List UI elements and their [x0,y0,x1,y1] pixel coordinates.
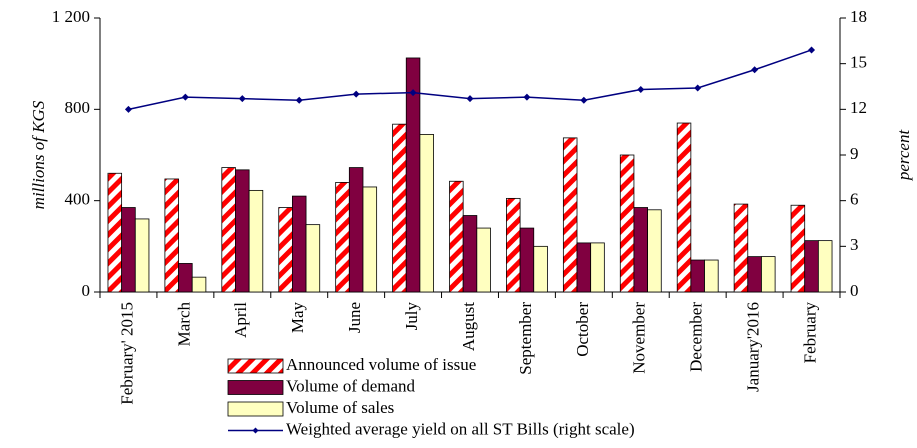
x-tick-label: September [516,302,535,375]
bar [647,209,662,293]
bar [134,218,150,293]
bar [562,137,578,293]
bar [278,207,293,293]
bar [576,242,592,293]
bar [590,242,605,293]
y-tick-label: 0 [82,281,91,300]
line-marker [352,90,360,98]
line-marker [466,95,474,103]
bar [362,186,378,293]
y-tick-label: 400 [65,190,91,209]
bar [804,240,819,293]
x-tick-label: March [174,302,193,347]
line-marker [124,105,132,113]
x-tick-label: November [630,302,649,374]
x-tick-label: October [573,302,592,357]
y-tick-label: 800 [65,98,91,117]
y2-tick-label: 12 [850,98,867,117]
bar [164,178,179,293]
line-marker [523,93,531,101]
bar [107,172,123,293]
y2-axis-label: percent [894,129,913,182]
y2-tick-label: 18 [850,7,867,26]
legend-label: Volume of sales [286,398,394,417]
x-tick-label: May [288,302,307,334]
bar [178,263,193,293]
line-marker [409,89,417,97]
x-tick-label: June [345,302,364,333]
legend-swatch [227,380,284,395]
bar [519,227,535,293]
bar [305,224,321,293]
legend-label: Volume of demand [286,376,416,395]
bar [690,259,705,293]
y-axis-label: millions of KGS [29,100,48,209]
bar [817,240,833,293]
y2-tick-label: 6 [850,190,859,209]
bar [335,181,350,293]
bar [121,207,136,293]
bar [449,180,464,293]
bar [191,276,207,293]
legend-label: Weighted average yield on all ST Bills (… [286,419,635,438]
y2-tick-label: 3 [850,235,859,254]
bar [235,169,250,293]
x-tick-label: July [402,302,421,331]
bar [761,256,776,293]
bar [476,227,491,293]
bar [704,259,719,293]
line-marker [637,86,645,94]
bar [221,167,236,293]
y-tick-label: 1 200 [52,7,90,26]
line-marker [694,84,702,92]
y2-tick-label: 0 [850,281,859,300]
line-marker [580,96,588,104]
bar [747,256,762,293]
bar [790,204,806,293]
legend-swatch [227,358,284,374]
x-tick-label: February [800,302,819,364]
line-marker [295,96,303,104]
bar [619,154,635,293]
bar [348,167,364,293]
bar [462,215,478,293]
line-marker [808,46,816,54]
x-tick-label: February' 2015 [117,302,136,405]
x-tick-label: April [231,302,250,338]
bar [248,189,264,293]
bar [633,207,649,293]
legend-marker [252,427,259,434]
y2-tick-label: 15 [850,53,867,72]
bar [419,134,434,293]
x-tick-label: August [459,302,478,351]
line-marker [181,93,189,101]
line-marker [751,66,759,74]
bar [533,245,548,293]
bar [392,123,407,293]
bar [506,197,521,293]
x-tick-label: December [687,302,706,372]
legend-swatch [227,401,284,417]
legend-label: Announced volume of issue [286,355,476,374]
bar [733,203,749,293]
bar [291,195,307,293]
x-tick-label: January'2016 [744,302,763,392]
y2-tick-label: 9 [850,144,859,163]
line-marker [238,95,246,103]
bar [676,122,692,293]
